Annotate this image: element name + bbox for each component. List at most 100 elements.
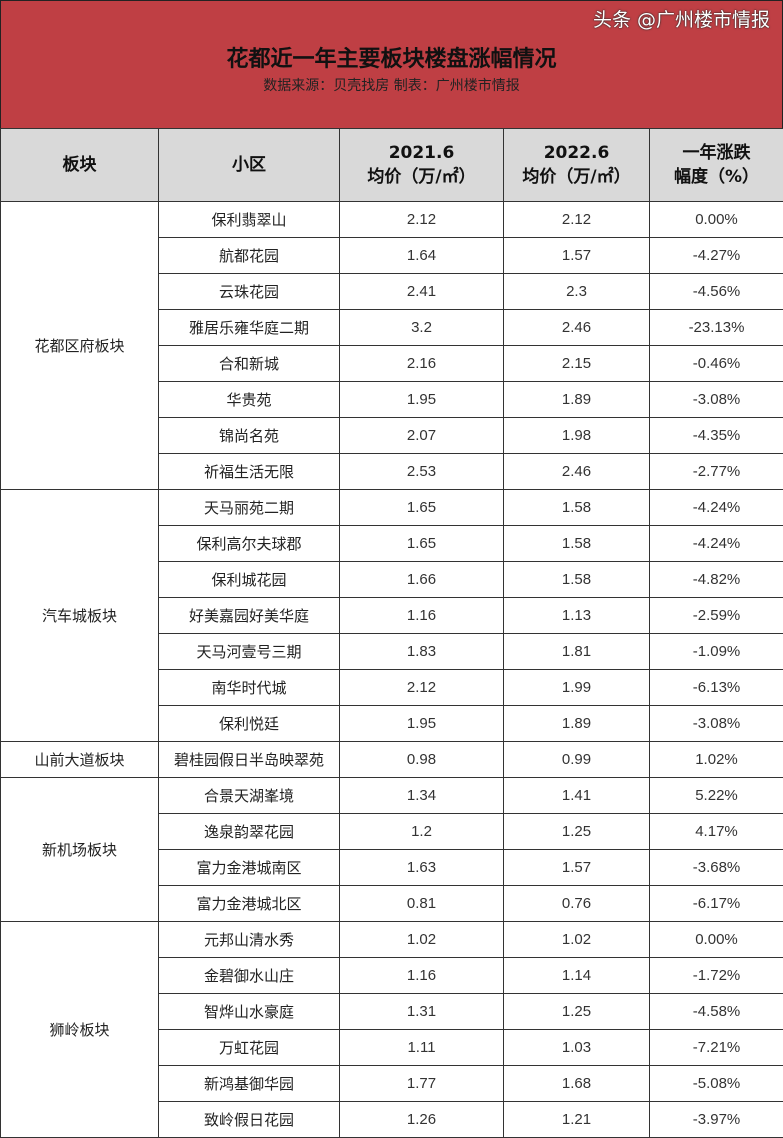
estate-cell: 保利悦廷 [158, 705, 340, 742]
table-row: 华贵苑 1.95 1.89 -3.08% [1, 381, 783, 418]
table-row: 天马河壹号三期 1.83 1.81 -1.09% [1, 633, 783, 670]
price-2022-cell: 1.89 [503, 381, 650, 418]
price-2022-cell: 0.99 [503, 741, 650, 778]
change-cell: -4.56% [649, 273, 783, 310]
price-2021-cell: 1.63 [339, 849, 504, 886]
header-price-2021: 2021.6 均价（万/㎡） [339, 128, 504, 202]
block-cell: 汽车城板块 [0, 489, 159, 742]
change-cell: -1.72% [649, 957, 783, 994]
header-estate: 小区 [158, 128, 340, 202]
price-2022-cell: 2.15 [503, 345, 650, 382]
change-cell: 5.22% [649, 777, 783, 814]
estate-cell: 祈福生活无限 [158, 453, 340, 490]
price-2022-cell: 1.57 [503, 849, 650, 886]
price-2021-cell: 2.12 [339, 669, 504, 706]
change-cell: -0.46% [649, 345, 783, 382]
change-cell: -6.17% [649, 885, 783, 922]
price-2022-cell: 2.46 [503, 309, 650, 346]
header-price-2021-unit: 均价（万/㎡） [367, 167, 476, 187]
change-cell: -5.08% [649, 1065, 783, 1102]
price-2022-cell: 2.3 [503, 273, 650, 310]
change-cell: -4.24% [649, 489, 783, 526]
table-row: 逸泉韵翠花园 1.2 1.25 4.17% [1, 813, 783, 850]
block-cell: 新机场板块 [0, 777, 159, 922]
change-cell: -3.68% [649, 849, 783, 886]
watermark: 头条 @广州楼市情报 [592, 9, 770, 31]
price-2021-cell: 1.65 [339, 525, 504, 562]
price-2022-cell: 1.58 [503, 561, 650, 598]
header-price-2022-unit: 均价（万/㎡） [522, 167, 631, 187]
price-2021-cell: 1.11 [339, 1029, 504, 1066]
price-2021-cell: 2.41 [339, 273, 504, 310]
price-2022-cell: 1.57 [503, 237, 650, 274]
header-price-2021-year: 2021.6 [388, 143, 455, 163]
table-row: 花都区府板块 保利翡翠山 2.12 2.12 0.00% [0, 201, 783, 490]
price-2022-cell: 2.46 [503, 453, 650, 490]
estate-cell: 万虹花园 [158, 1029, 340, 1066]
price-2022-cell: 1.41 [503, 777, 650, 814]
block-cell: 花都区府板块 [0, 201, 159, 490]
price-2022-cell: 1.89 [503, 705, 650, 742]
estate-cell: 致岭假日花园 [158, 1101, 340, 1138]
price-2021-cell: 1.2 [339, 813, 504, 850]
estate-cell: 雅居乐雍华庭二期 [158, 309, 340, 346]
price-2022-cell: 1.68 [503, 1065, 650, 1102]
price-2021-cell: 1.02 [339, 921, 504, 958]
estate-cell: 富力金港城南区 [158, 849, 340, 886]
estate-cell: 逸泉韵翠花园 [158, 813, 340, 850]
table-row: 汽车城板块 天马丽苑二期 1.65 1.58 -4.24% [0, 489, 783, 742]
price-2021-cell: 1.16 [339, 957, 504, 994]
block-cell: 狮岭板块 [0, 921, 159, 1138]
change-cell: -2.77% [649, 453, 783, 490]
price-2021-cell: 2.53 [339, 453, 504, 490]
price-2022-cell: 0.76 [503, 885, 650, 922]
price-2021-cell: 1.66 [339, 561, 504, 598]
table-row: 保利高尔夫球郡 1.65 1.58 -4.24% [1, 525, 783, 562]
change-cell: 1.02% [649, 741, 783, 778]
change-cell: -4.82% [649, 561, 783, 598]
estate-cell: 华贵苑 [158, 381, 340, 418]
price-2022-cell: 1.14 [503, 957, 650, 994]
change-cell: -23.13% [649, 309, 783, 346]
estate-cell: 新鸿基御华园 [158, 1065, 340, 1102]
estate-cell: 富力金港城北区 [158, 885, 340, 922]
price-2022-cell: 1.58 [503, 525, 650, 562]
price-2022-cell: 1.99 [503, 669, 650, 706]
change-cell: -4.35% [649, 417, 783, 454]
table-row: 新鸿基御华园 1.77 1.68 -5.08% [1, 1065, 783, 1102]
change-cell: -4.27% [649, 237, 783, 274]
change-cell: -3.08% [649, 381, 783, 418]
table-row: 云珠花园 2.41 2.3 -4.56% [1, 273, 783, 310]
table-row: 智烨山水豪庭 1.31 1.25 -4.58% [1, 993, 783, 1030]
price-2021-cell: 1.65 [339, 489, 504, 526]
table-row: 航都花园 1.64 1.57 -4.27% [1, 237, 783, 274]
price-2021-cell: 2.16 [339, 345, 504, 382]
price-2022-cell: 1.13 [503, 597, 650, 634]
table-row: 祈福生活无限 2.53 2.46 -2.77% [1, 453, 783, 490]
price-2021-cell: 1.83 [339, 633, 504, 670]
estate-cell: 锦尚名苑 [158, 417, 340, 454]
table-row: 保利悦廷 1.95 1.89 -3.08% [1, 705, 783, 742]
change-cell: 0.00% [649, 201, 783, 238]
change-cell: 4.17% [649, 813, 783, 850]
page-subtitle: 数据来源：贝壳找房 制表：广州楼市情报 [263, 78, 520, 94]
price-2021-cell: 1.77 [339, 1065, 504, 1102]
header-change: 一年涨跌 幅度（%） [649, 128, 783, 202]
header-change-line1: 一年涨跌 [682, 143, 751, 163]
change-cell: -1.09% [649, 633, 783, 670]
price-2022-cell: 1.58 [503, 489, 650, 526]
price-2021-cell: 1.16 [339, 597, 504, 634]
title-banner: 花都近一年主要板块楼盘涨幅情况 数据来源：贝壳找房 制表：广州楼市情报 头条 @… [0, 0, 783, 129]
estate-cell: 保利高尔夫球郡 [158, 525, 340, 562]
price-2021-cell: 2.12 [339, 201, 504, 238]
estate-cell: 元邦山清水秀 [158, 921, 340, 958]
change-cell: 0.00% [649, 921, 783, 958]
table-row: 富力金港城南区 1.63 1.57 -3.68% [1, 849, 783, 886]
change-cell: -7.21% [649, 1029, 783, 1066]
block-cell: 山前大道板块 [0, 741, 159, 778]
price-2022-cell: 1.25 [503, 813, 650, 850]
header-price-2022-year: 2022.6 [543, 143, 610, 163]
estate-cell: 保利翡翠山 [158, 201, 340, 238]
change-cell: -6.13% [649, 669, 783, 706]
table-row: 合和新城 2.16 2.15 -0.46% [1, 345, 783, 382]
